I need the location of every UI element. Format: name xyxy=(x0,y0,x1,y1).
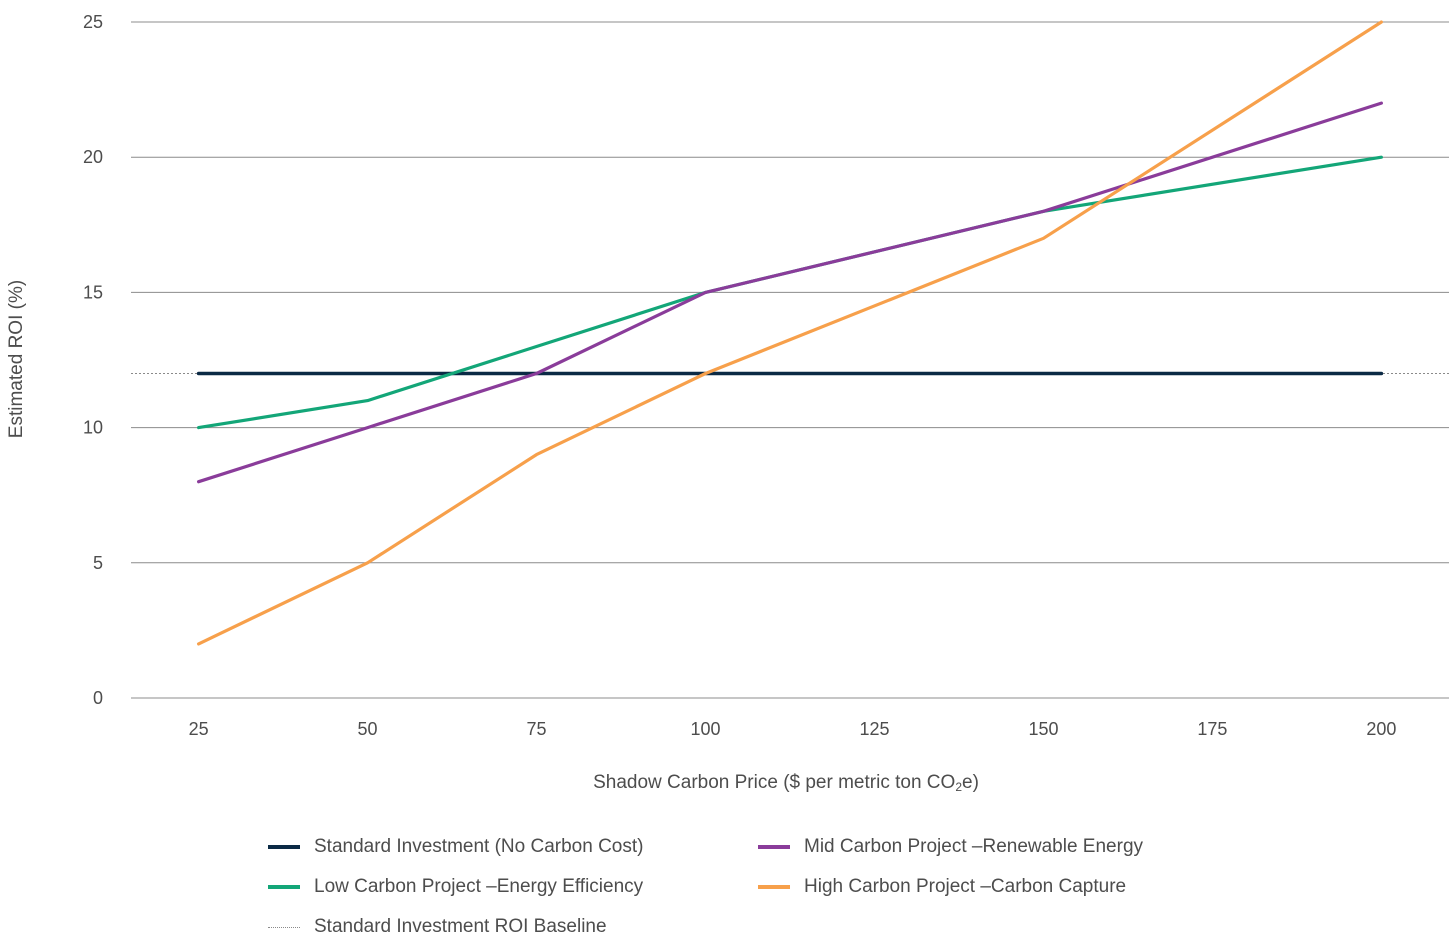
legend-swatch-standard xyxy=(268,845,300,849)
x-tick-label-125: 125 xyxy=(859,719,889,739)
x-tick-label-200: 200 xyxy=(1366,719,1396,739)
y-axis-title: Estimated ROI (%) xyxy=(6,280,27,438)
x-tick-label-150: 150 xyxy=(1028,719,1058,739)
y-tick-label-0: 0 xyxy=(93,688,103,708)
x-tick-label-25: 25 xyxy=(189,719,209,739)
legend-label-low: Low Carbon Project –Energy Efficiency xyxy=(314,876,644,897)
y-tick-labels: 0 5 10 15 20 25 xyxy=(83,12,103,708)
series-line-mid xyxy=(197,101,1384,484)
y-tick-label-25: 25 xyxy=(83,12,103,32)
legend-item-mid: Mid Carbon Project –Renewable Energy xyxy=(758,832,1143,862)
grid-lines xyxy=(131,21,1449,699)
y-tick-label-20: 20 xyxy=(83,147,103,167)
legend-item-baseline: Standard Investment ROI Baseline xyxy=(268,912,607,942)
legend-item-high: High Carbon Project –Carbon Capture xyxy=(758,872,1126,902)
legend-item-standard: Standard Investment (No Carbon Cost) xyxy=(268,832,644,862)
y-tick-label-15: 15 xyxy=(83,282,103,302)
legend-label-standard: Standard Investment (No Carbon Cost) xyxy=(314,836,644,857)
legend-label-mid: Mid Carbon Project –Renewable Energy xyxy=(804,836,1144,857)
legend-swatch-baseline xyxy=(268,926,300,928)
x-tick-labels: 25 50 75 100 125 150 175 200 xyxy=(189,719,1397,739)
x-tick-label-50: 50 xyxy=(358,719,378,739)
x-tick-label-100: 100 xyxy=(690,719,720,739)
x-axis-title-main: Shadow Carbon Price ($ per metric ton CO xyxy=(593,772,955,793)
y-tick-label-5: 5 xyxy=(93,553,103,573)
legend-label-baseline: Standard Investment ROI Baseline xyxy=(314,916,607,937)
series-layer xyxy=(196,20,1384,646)
x-axis-title: Shadow Carbon Price ($ per metric ton CO… xyxy=(593,772,979,794)
legend-item-low: Low Carbon Project –Energy Efficiency xyxy=(268,872,643,902)
legend-swatch-high xyxy=(758,885,790,889)
series-line-high xyxy=(197,20,1384,646)
y-tick-label-10: 10 xyxy=(83,418,103,438)
x-tick-label-175: 175 xyxy=(1197,719,1227,739)
legend-swatch-low xyxy=(268,885,300,889)
x-axis-title-suffix: e) xyxy=(962,772,979,793)
x-tick-label-75: 75 xyxy=(527,719,547,739)
legend: Standard Investment (No Carbon Cost) Mid… xyxy=(268,832,1268,938)
x-axis-title-subscript: 2 xyxy=(955,780,962,794)
legend-swatch-mid xyxy=(758,845,790,849)
legend-label-high: High Carbon Project –Carbon Capture xyxy=(804,876,1127,897)
